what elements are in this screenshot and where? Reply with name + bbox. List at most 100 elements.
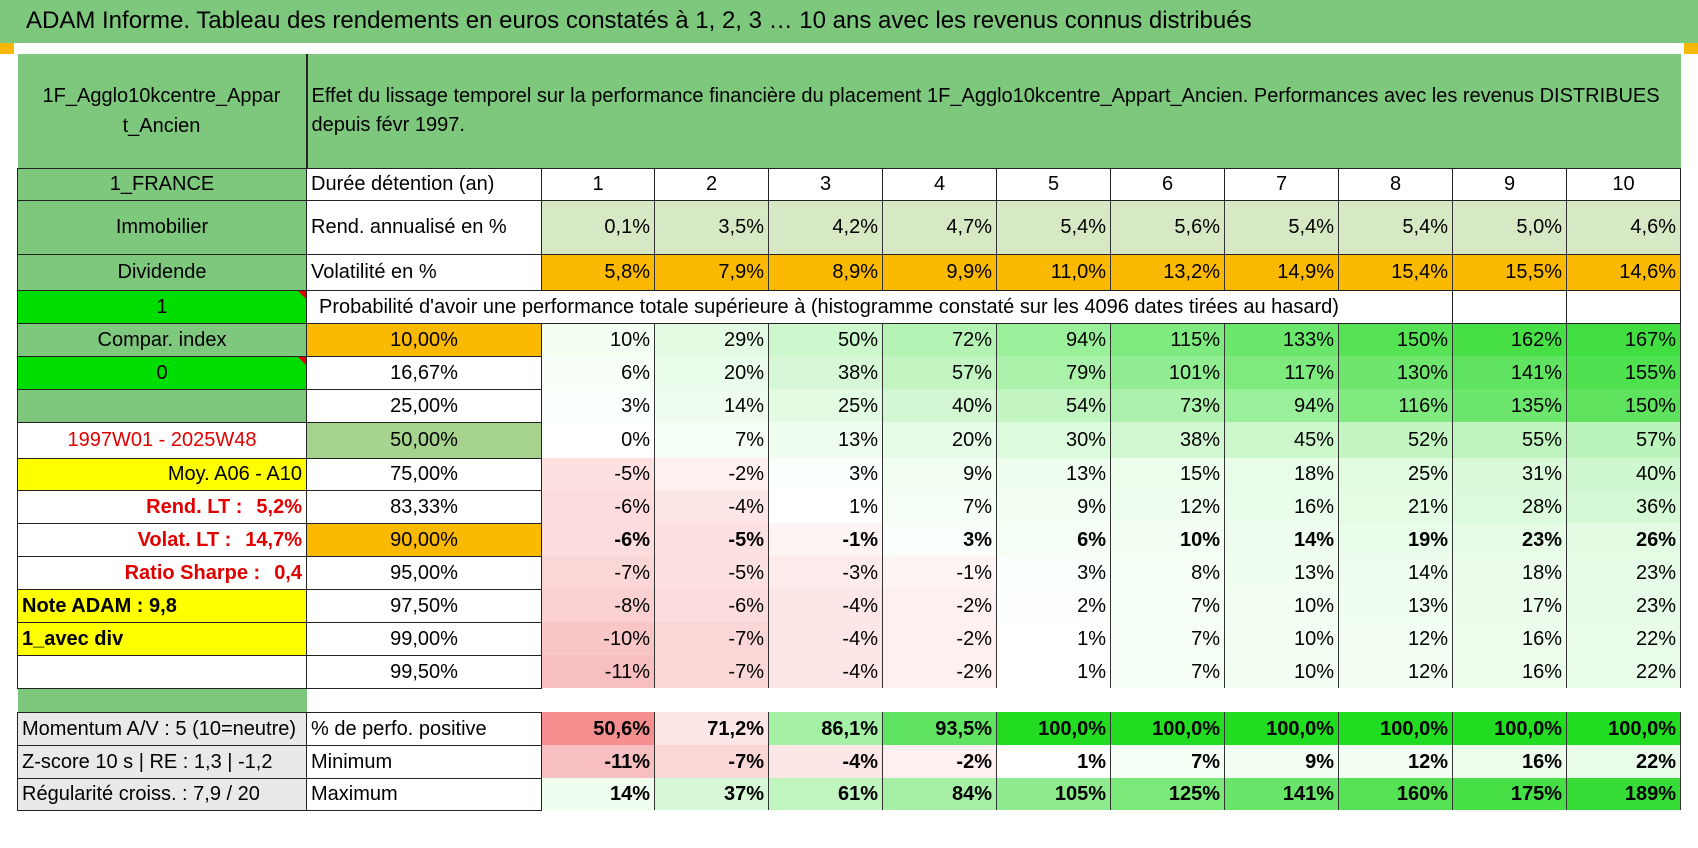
prob-value: 73% [1110,389,1225,422]
vol-value: 11,0% [996,253,1111,291]
pos-label: % de perfo. positive [306,711,542,746]
pos-value: 100,0% [1338,712,1453,745]
prob-value: 20% [654,356,769,389]
prob-value: -4% [654,490,769,523]
prob-value: 12% [1110,490,1225,523]
dividend-cell: Dividende [17,253,307,291]
empty-cell [1566,289,1681,324]
prob-value: 31% [1452,458,1567,490]
prob-threshold: 16,67% [306,355,542,390]
prob-value: -2% [654,458,769,490]
prob-value: 94% [1224,389,1339,422]
rend-value: 4,7% [882,200,997,254]
min-value: -7% [654,745,769,778]
vol-value: 5,8% [541,253,655,291]
prob-threshold: 50,00% [306,421,542,459]
max-value: 105% [996,778,1111,810]
description-cell: Effet du lissage temporel sur la perform… [306,54,1681,169]
prob-value: 21% [1338,490,1453,523]
prob-value: -1% [768,523,883,556]
prob-value: 155% [1566,356,1681,389]
rend-value: 4,2% [768,200,883,254]
prob-row: Moy. A06 - A10 75,00% -5% -2% 3% 9% 13% … [17,457,1681,491]
asset-name-line-2: t_Ancien [122,114,201,137]
prob-value: 19% [1338,523,1453,556]
vol-value: 13,2% [1110,253,1225,291]
prob-value: 7% [1110,622,1225,655]
prob-value: 9% [996,490,1111,523]
prob-threshold: 83,33% [306,489,542,524]
max-value: 37% [654,778,769,810]
prob-value: 9% [882,458,997,490]
rend-value: 5,4% [1224,200,1339,254]
prob-value: -5% [654,523,769,556]
prob-value: 13% [768,422,883,458]
minimum-row: Z-score 10 s | RE : 1,3 | -1,2 Minimum -… [17,744,1681,779]
prob-value: 3% [768,458,883,490]
description-row: 1F_Agglo10kcentre_Appar t_Ancien Effet d… [17,54,1681,169]
pos-value: 71,2% [654,712,769,745]
year-header: 3 [768,167,883,201]
sharpe-cell: Ratio Sharpe : 0,4 [17,555,307,590]
compar-index-cell: Compar. index [17,322,307,357]
duree-label: Durée détention (an) [306,167,542,201]
prob-value: 130% [1338,356,1453,389]
max-value: 175% [1452,778,1567,810]
prob-value: 15% [1110,458,1225,490]
prob-title: Probabilité d'avoir une performance tota… [306,289,1453,324]
vol-value: 7,9% [654,253,769,291]
vol-value: 14,6% [1566,253,1681,291]
prob-value: 3% [541,389,655,422]
prob-value: 14% [1338,556,1453,589]
prob-value: -2% [882,655,997,688]
prob-value: 167% [1566,323,1681,356]
prob-value: 13% [996,458,1111,490]
pos-value: 100,0% [1566,712,1681,745]
rend-value: 5,6% [1110,200,1225,254]
prob-value: 10% [1110,523,1225,556]
performance-table: 1F_Agglo10kcentre_Appar t_Ancien Effet d… [17,54,1681,811]
max-value: 61% [768,778,883,810]
min-value: 9% [1224,745,1339,778]
prob-value: 13% [1338,589,1453,622]
year-header: 7 [1224,167,1339,201]
prob-row: 0 16,67% 6% 20% 38% 57% 79% 101% 117% 13… [17,355,1681,390]
prob-value: 50% [768,323,883,356]
prob-value: -1% [882,556,997,589]
page-title: ADAM Informe. Tableau des rendements en … [26,7,1252,34]
avec-div-cell: 1_avec div [17,621,307,656]
prob-threshold: 99,50% [306,654,542,689]
prob-value: -6% [654,589,769,622]
prob-value: -11% [541,655,655,688]
prob-value: 30% [996,422,1111,458]
zscore-cell: Z-score 10 s | RE : 1,3 | -1,2 [17,744,307,779]
max-value: 189% [1566,778,1681,810]
prob-value: -4% [768,589,883,622]
min-value: -4% [768,745,883,778]
prob-value: 7% [654,422,769,458]
prob-value: 72% [882,323,997,356]
prob-threshold: 10,00% [306,322,542,357]
pos-value: 100,0% [1224,712,1339,745]
prob-value: 26% [1566,523,1681,556]
prob-value: 13% [1224,556,1339,589]
prob-value: 150% [1566,389,1681,422]
prob-value: 54% [996,389,1111,422]
empty-green-cell [17,388,307,423]
prob-row: 99,50% -11% -7% -4% -2% 1% 7% 10% 12% 16… [17,654,1681,689]
prob-value: 115% [1110,323,1225,356]
prob-threshold: 90,00% [306,522,542,557]
prob-threshold: 99,00% [306,621,542,656]
prob-threshold: 75,00% [306,457,542,491]
prob-row: Note ADAM : 9,8 97,50% -8% -6% -4% -2% 2… [17,588,1681,623]
period-cell: 1997W01 - 2025W48 [17,421,307,459]
prob-value: 7% [882,490,997,523]
years-header-row: 1_FRANCE Durée détention (an) 1 2 3 4 5 … [17,167,1681,201]
spacer-cell [307,688,1681,712]
spacer-row [17,688,1681,712]
volat-lt-value: 14,7% [245,528,302,551]
prob-value: 141% [1452,356,1567,389]
year-header: 8 [1338,167,1453,201]
prob-value: 16% [1452,655,1567,688]
year-header: 10 [1566,167,1681,201]
